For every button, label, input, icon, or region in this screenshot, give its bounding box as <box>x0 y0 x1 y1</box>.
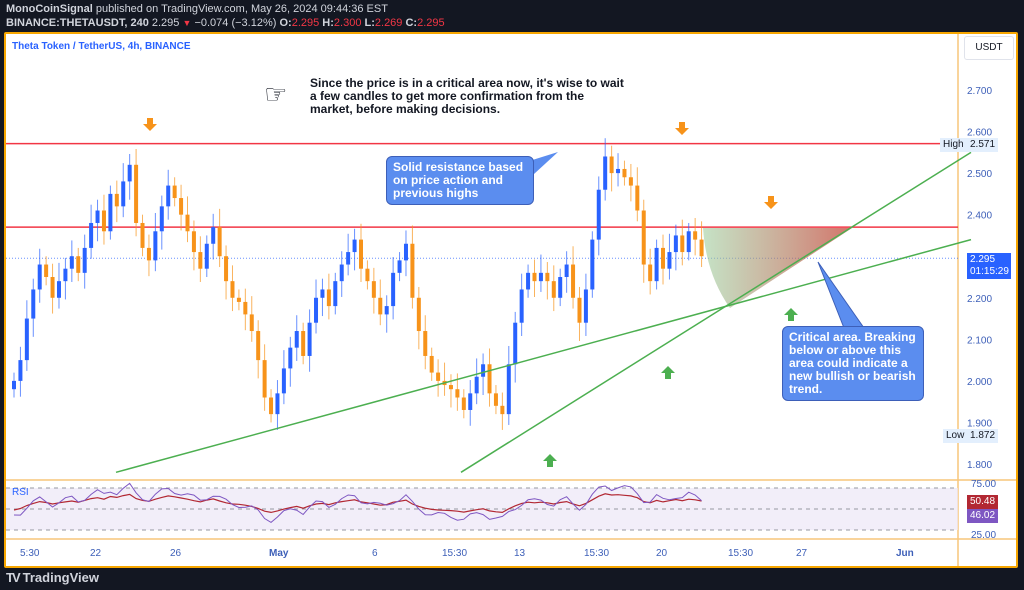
low-value-tag: 1.872 <box>967 429 999 443</box>
published-text: published on TradingView.com, May 26, 20… <box>95 3 388 15</box>
last-price-tag: 2.295 01:15:29 <box>967 253 1011 279</box>
down-arrow-icon: ▼ <box>182 18 192 28</box>
rsi-ma-value-tag: 50.48 <box>967 495 999 509</box>
svg-text:May: May <box>269 548 289 559</box>
svg-text:15:30: 15:30 <box>442 548 467 559</box>
price-chart-canvas[interactable]: 1.8001.9002.0002.1002.2002.3002.4002.500… <box>6 34 1018 568</box>
close-value: 2.295 <box>417 17 445 29</box>
svg-text:2.700: 2.700 <box>967 86 992 97</box>
svg-text:2.400: 2.400 <box>967 211 992 222</box>
chart-frame[interactable]: 1.8001.9002.0002.1002.2002.3002.4002.500… <box>4 32 1018 568</box>
low-label: Low <box>943 429 968 443</box>
svg-text:5:30: 5:30 <box>20 548 40 559</box>
svg-text:27: 27 <box>796 548 808 559</box>
publish-header: MonoCoinSignal published on TradingView.… <box>6 3 445 29</box>
svg-text:20: 20 <box>656 548 668 559</box>
candle-countdown: 01:15:29 <box>970 266 1009 277</box>
svg-text:15:30: 15:30 <box>584 548 609 559</box>
svg-text:Jun: Jun <box>896 548 914 559</box>
rsi-value-tag: 46.02 <box>967 509 999 523</box>
tradingview-footer[interactable]: TV TradingView <box>6 570 99 585</box>
svg-text:2.200: 2.200 <box>967 294 992 305</box>
svg-text:1.800: 1.800 <box>967 460 992 471</box>
low-value: 2.269 <box>374 17 403 29</box>
rsi-upper-tick: 75.00 <box>971 479 997 490</box>
last-price: 2.295 <box>151 17 180 29</box>
chart-title: Theta Token / TetherUS, 4h, BINANCE <box>12 41 191 52</box>
svg-text:2.600: 2.600 <box>967 128 992 139</box>
svg-text:26: 26 <box>170 548 182 559</box>
svg-text:13: 13 <box>514 548 526 559</box>
rsi-lower-tick: 25.00 <box>971 530 997 541</box>
high-value-tag: 2.571 <box>967 138 999 152</box>
callout-resistance[interactable]: Solid resistance based on price action a… <box>386 156 534 205</box>
svg-text:6: 6 <box>372 548 378 559</box>
brand-name: TradingView <box>22 570 99 585</box>
svg-text:2.100: 2.100 <box>967 335 992 346</box>
open-value: 2.295 <box>291 17 320 29</box>
analysis-note: Since the price is in a critical area no… <box>310 76 624 116</box>
svg-text:22: 22 <box>90 548 102 559</box>
svg-text:2.500: 2.500 <box>967 169 992 180</box>
callout-critical-area[interactable]: Critical area. Breaking below or above t… <box>782 326 924 401</box>
svg-text:2.000: 2.000 <box>967 377 992 388</box>
high-value: 2.300 <box>333 17 362 29</box>
rsi-label[interactable]: RSI <box>12 487 29 498</box>
symbol-label: BINANCE:THETAUSDT, 240 <box>6 17 149 29</box>
high-label: High <box>940 138 967 152</box>
tradingview-logo-icon: TV <box>6 570 21 585</box>
author-name[interactable]: MonoCoinSignal <box>6 3 93 15</box>
currency-selector[interactable]: USDT <box>964 36 1014 60</box>
pointing-hand-icon: ☞ <box>264 79 288 109</box>
price-change: −0.074 (−3.12%) <box>194 17 277 29</box>
svg-text:15:30: 15:30 <box>728 548 753 559</box>
svg-text:1.900: 1.900 <box>967 418 992 429</box>
